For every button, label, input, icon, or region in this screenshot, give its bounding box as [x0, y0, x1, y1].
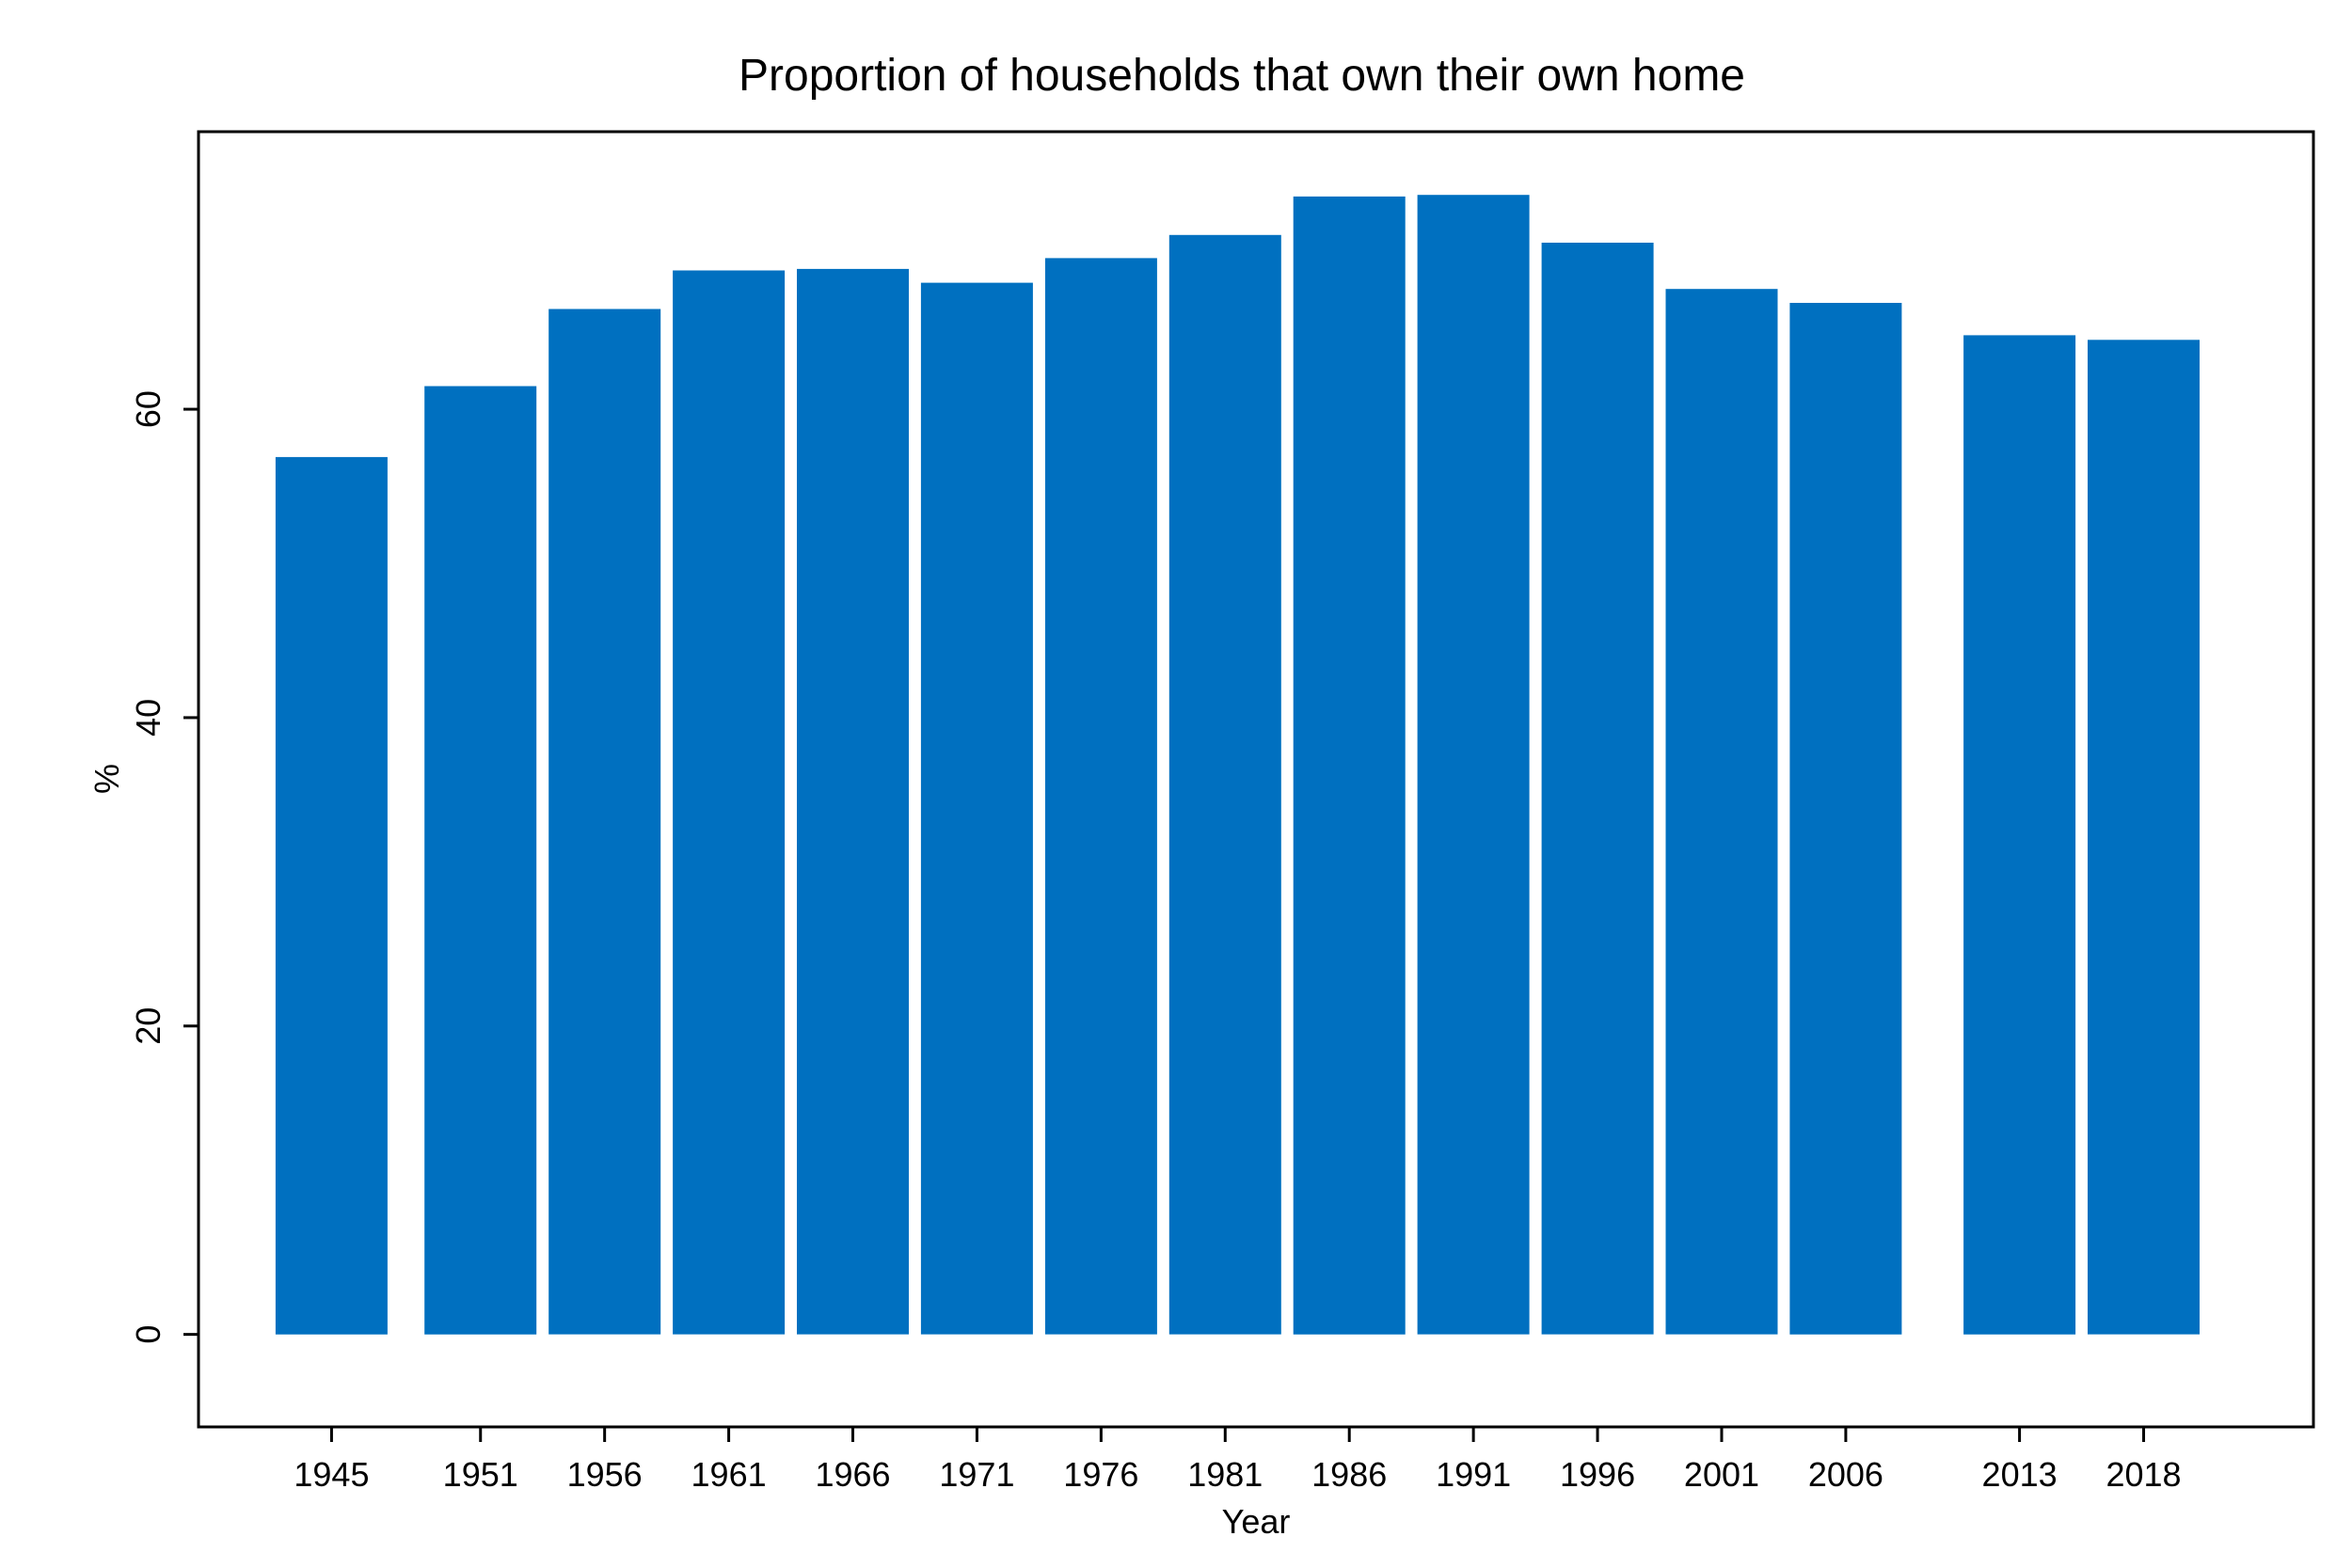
x-tick-label: 1976 — [1063, 1455, 1138, 1494]
y-axis: 0 20 40 60 — [129, 390, 199, 1344]
bar-1996 — [1541, 243, 1654, 1335]
x-tick-label: 1966 — [815, 1455, 890, 1494]
x-tick-label: 2018 — [2106, 1455, 2181, 1494]
x-tick-label: 1996 — [1560, 1455, 1635, 1494]
bar-1986 — [1293, 196, 1406, 1335]
x-axis: 1945 1951 1956 1961 1966 1971 1976 1981 1986 1991… — [294, 1427, 2182, 1494]
x-tick-label: 1956 — [567, 1455, 643, 1494]
chart-title: Proportion of households that own their … — [739, 51, 1745, 101]
bar-1981 — [1168, 234, 1281, 1335]
x-tick-label: 1981 — [1187, 1455, 1263, 1494]
y-axis-label: % — [87, 764, 126, 794]
plot-frame — [197, 130, 2315, 1429]
bar-1966 — [797, 268, 909, 1335]
x-tick-label: 1945 — [294, 1455, 369, 1494]
x-tick-label: 1991 — [1436, 1455, 1511, 1494]
bar-1991 — [1417, 195, 1530, 1335]
bar-1951 — [424, 386, 537, 1335]
bar-1945 — [275, 456, 388, 1335]
x-tick-label: 1951 — [443, 1455, 518, 1494]
x-tick-label: 2001 — [1684, 1455, 1759, 1494]
x-tick-label: 2013 — [1982, 1455, 2058, 1494]
x-tick-label: 1986 — [1311, 1455, 1387, 1494]
y-tick-label: 20 — [129, 1007, 167, 1045]
bar-2018 — [2088, 340, 2200, 1335]
bar-2001 — [1665, 289, 1778, 1335]
y-tick-label: 60 — [129, 390, 167, 428]
bar-2006 — [1789, 303, 1902, 1335]
x-tick-label: 2006 — [1808, 1455, 1883, 1494]
x-axis-label: Year — [1222, 1502, 1291, 1541]
bar-1976 — [1044, 258, 1157, 1335]
x-tick-label: 1961 — [691, 1455, 767, 1494]
x-tick-label: 1971 — [939, 1455, 1014, 1494]
bar-1956 — [548, 309, 661, 1335]
bar-1971 — [920, 282, 1033, 1335]
bar-2013 — [1963, 335, 2076, 1335]
bar-1961 — [673, 270, 786, 1335]
y-tick-label: 0 — [129, 1325, 167, 1344]
y-tick-label: 40 — [129, 699, 167, 736]
bars-group — [275, 195, 2200, 1335]
